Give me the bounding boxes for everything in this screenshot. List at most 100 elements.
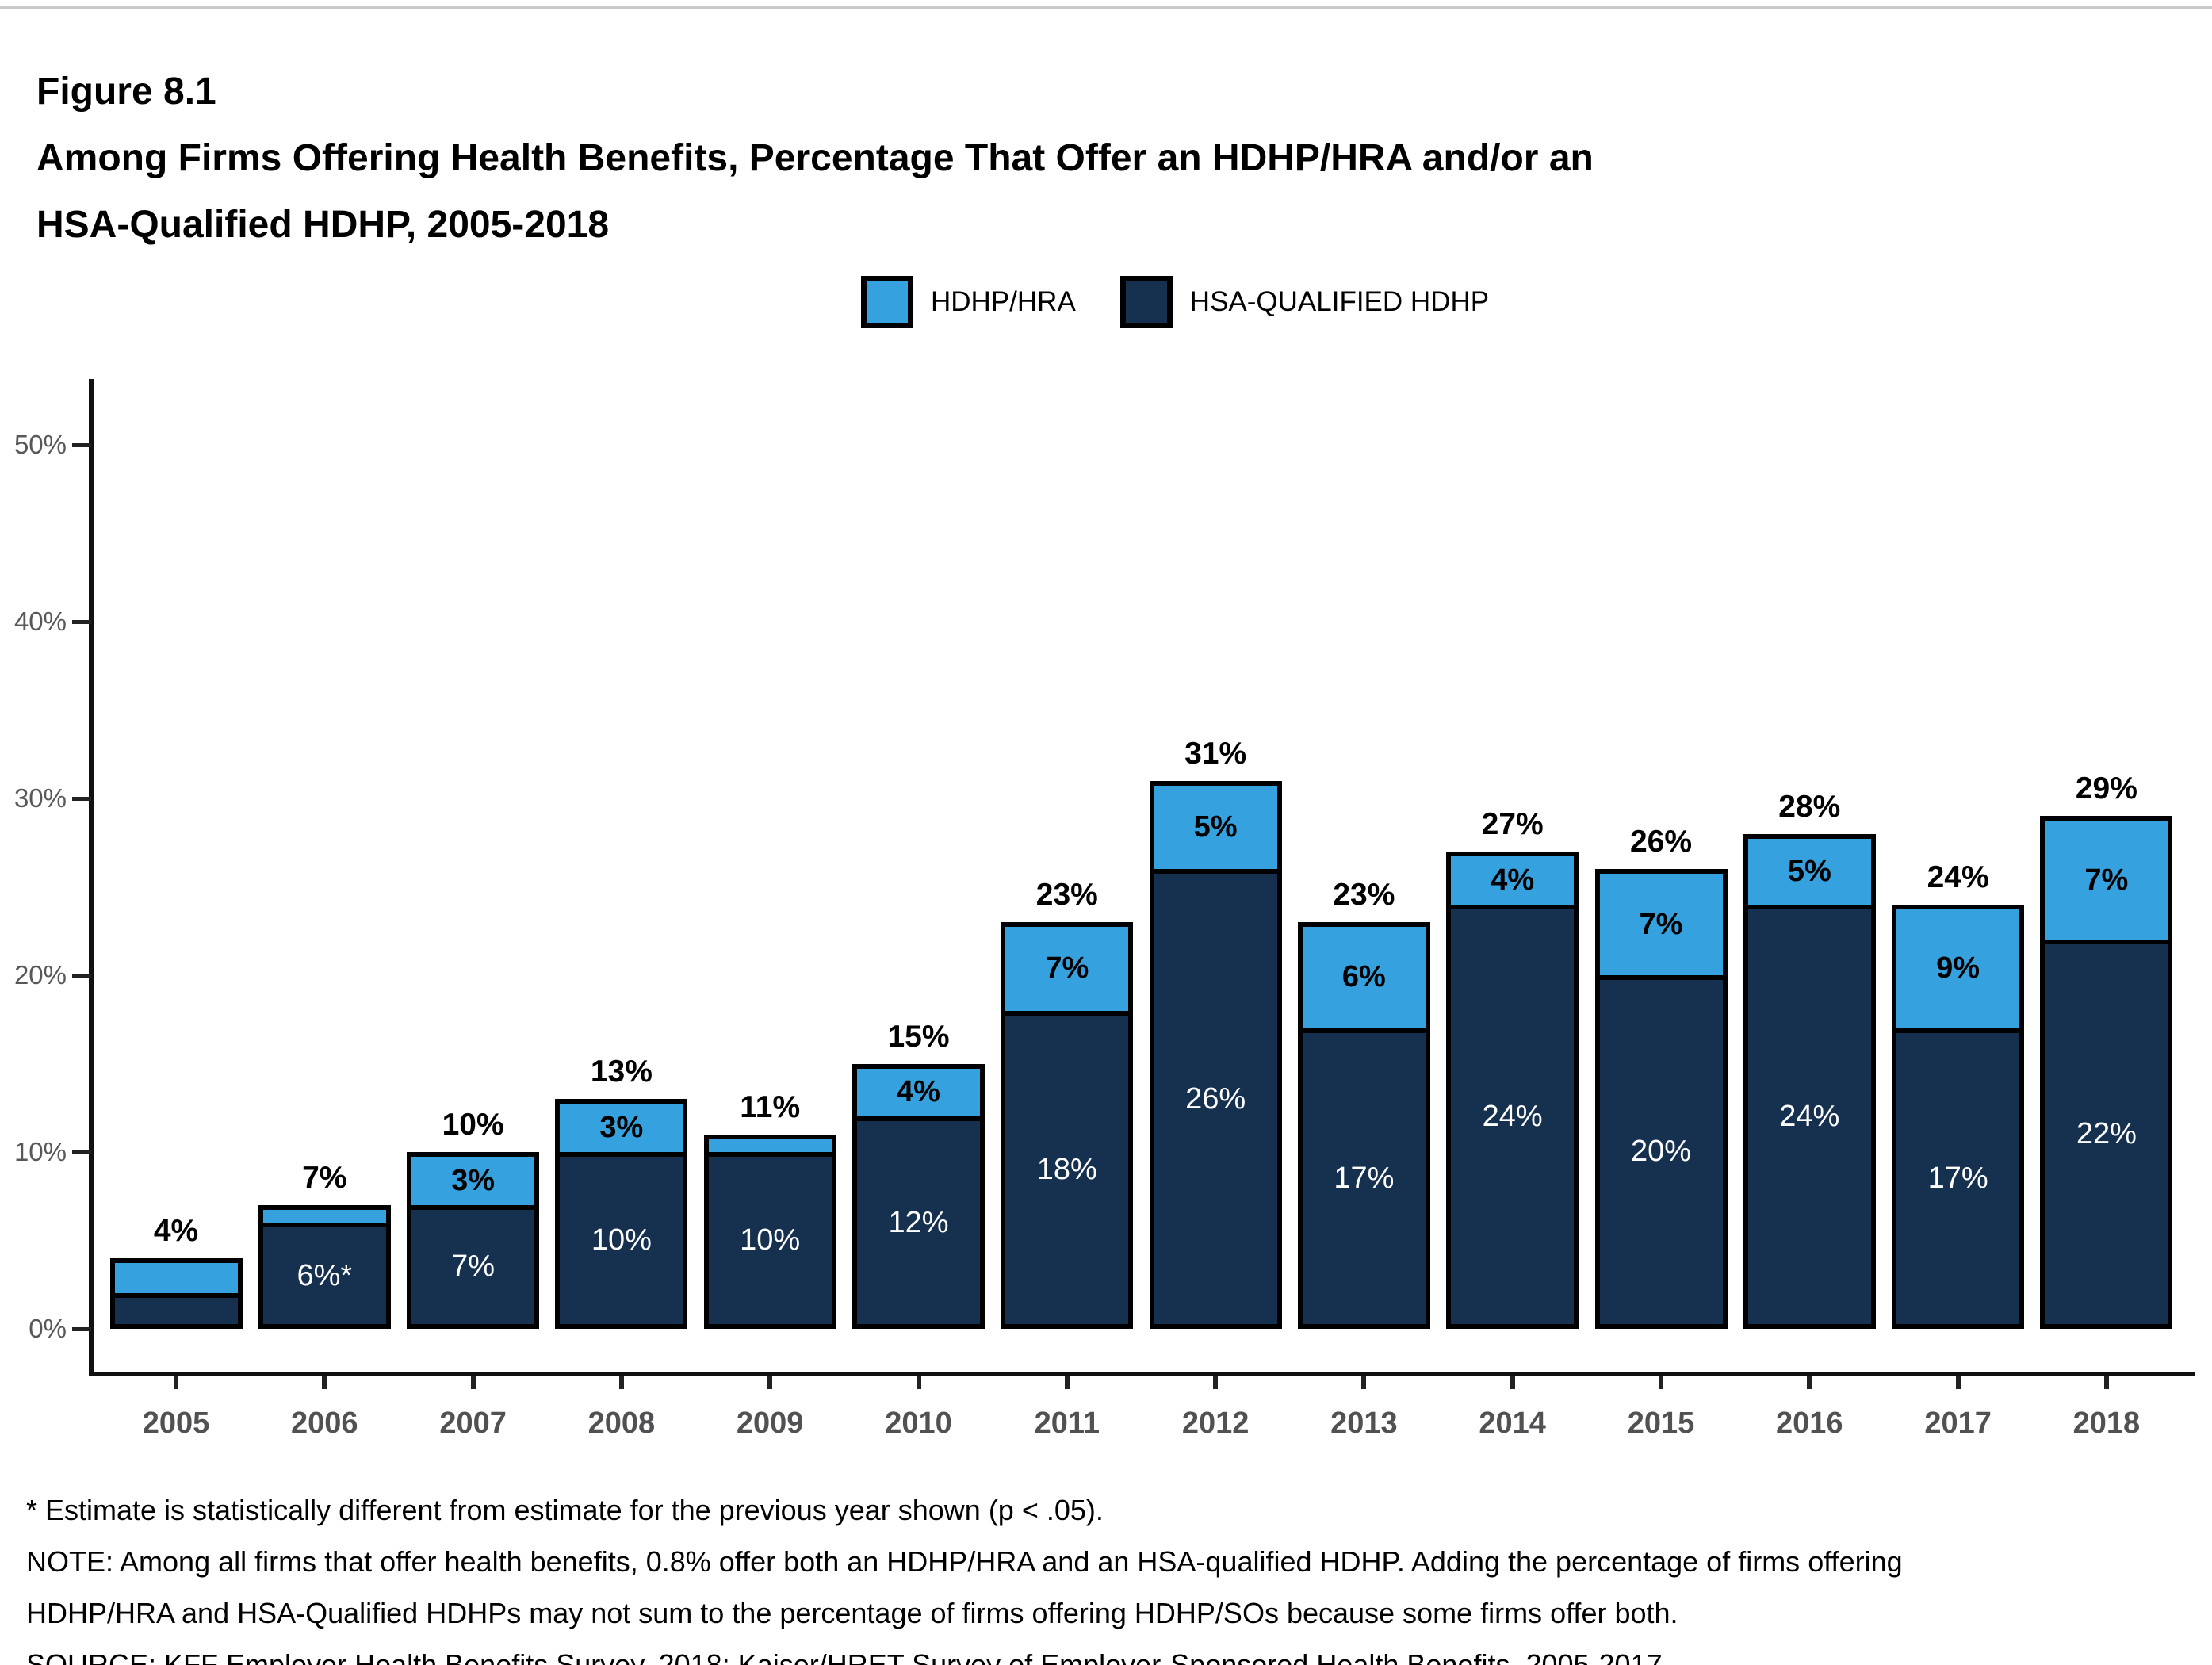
bar-segment-hdhp-hra: 5% xyxy=(1747,838,1871,909)
bar-segment-hsa-hdhp: 26% xyxy=(1154,874,1277,1324)
hsa-segment-label: 17% xyxy=(1927,1161,1988,1195)
bar-segment-hdhp-hra: 3% xyxy=(411,1157,535,1210)
hsa-segment-label: 26% xyxy=(1185,1081,1246,1116)
hra-segment-label: 7% xyxy=(1045,951,1089,986)
footnote-note-line2: HDHP/HRA and HSA-Qualified HDHPs may not… xyxy=(26,1597,1678,1629)
bar-total-label: 28% xyxy=(1778,789,1841,824)
bar-segment-hsa-hdhp: 22% xyxy=(2045,944,2168,1324)
x-axis-tick xyxy=(1361,1376,1367,1389)
stacked-bar-2013: 6% 17% xyxy=(1297,922,1430,1329)
footnote-source: SOURCE: KFF Employer Health Benefits Sur… xyxy=(26,1648,1663,1665)
stacked-bar-2018: 7% 22% xyxy=(2040,816,2173,1329)
y-axis-tick-label: 40% xyxy=(13,607,67,636)
bar-segment-hsa-hdhp: 10% xyxy=(709,1157,832,1324)
page-title-line2: HSA-Qualified HDHP, 2005-2018 xyxy=(36,204,610,246)
y-axis-tick-label: 0% xyxy=(29,1314,67,1343)
y-axis-tick-label: 30% xyxy=(13,783,67,813)
y-axis-tick xyxy=(72,797,91,801)
hra-segment-label: 3% xyxy=(599,1111,644,1145)
x-axis-tick xyxy=(916,1376,921,1389)
stacked-bar-2008: 3% 10% xyxy=(555,1099,688,1329)
hsa-segment-label: 6%* xyxy=(297,1258,353,1292)
x-axis-year-label: 2014 xyxy=(1479,1407,1546,1440)
bar-segment-hdhp-hra: 5% xyxy=(1154,785,1277,875)
chart-legend: HDHP/HRA HSA-QUALIFIED HDHP xyxy=(861,276,1489,328)
x-axis-year-label: 2016 xyxy=(1776,1407,1843,1440)
y-axis-line xyxy=(89,379,94,1376)
bar-segment-hdhp-hra xyxy=(708,1139,832,1157)
x-axis-tick xyxy=(322,1376,327,1389)
bar-segment-hsa-hdhp: 17% xyxy=(1896,1033,2019,1324)
figure-title-block: Figure 8.1 Among Firms Offering Health B… xyxy=(36,59,1594,258)
x-axis-tick xyxy=(174,1376,178,1389)
x-axis-year-label: 2009 xyxy=(736,1407,804,1440)
x-axis-year-label: 2013 xyxy=(1330,1407,1398,1440)
stacked-bar-2010: 4% 12% xyxy=(852,1063,985,1329)
bar-segment-hdhp-hra xyxy=(114,1262,238,1299)
stacked-bar-2012: 5% 26% xyxy=(1149,780,1282,1329)
bar-total-label: 23% xyxy=(1333,878,1395,913)
hra-segment-label: 7% xyxy=(2084,863,2129,897)
x-axis-year-label: 2012 xyxy=(1181,1407,1250,1440)
bar-segment-hsa-hdhp: 24% xyxy=(1451,909,1574,1324)
bar-total-label: 27% xyxy=(1481,806,1544,841)
bar-total-label: 26% xyxy=(1629,825,1693,859)
legend-item-hdhp-hra: HDHP/HRA xyxy=(861,276,1076,328)
x-axis-tick xyxy=(767,1376,773,1389)
bar-segment-hdhp-hra: 9% xyxy=(1896,909,2020,1033)
bar-segment-hdhp-hra: 7% xyxy=(2045,821,2168,945)
hsa-segment-label: 18% xyxy=(1036,1152,1097,1186)
x-axis-year-label: 2008 xyxy=(587,1407,656,1440)
stacked-bar-2007: 3% 7% xyxy=(407,1152,540,1329)
bar-total-label: 13% xyxy=(590,1054,653,1089)
stacked-bar-2014: 4% 24% xyxy=(1446,851,1579,1329)
bar-segment-hsa-hdhp: 17% xyxy=(1303,1033,1426,1324)
x-axis-tick xyxy=(1955,1376,1961,1389)
bar-segment-hdhp-hra: 3% xyxy=(560,1104,683,1157)
hra-segment-label: 4% xyxy=(897,1075,940,1109)
legend-label-hsa-hdhp: HSA-QUALIFIED HDHP xyxy=(1189,286,1490,317)
legend-swatch-hdhp-hra xyxy=(861,276,913,328)
stacked-bar-2015: 7% 20% xyxy=(1594,869,1728,1329)
footnote-note-line1: NOTE: Among all firms that offer health … xyxy=(26,1545,1903,1578)
x-axis-tick xyxy=(470,1376,476,1389)
hra-segment-label: 4% xyxy=(1491,863,1535,897)
y-axis-tick xyxy=(72,443,91,447)
hra-segment-label: 6% xyxy=(1341,960,1386,994)
x-axis-tick xyxy=(1064,1376,1070,1389)
bar-total-label: 24% xyxy=(1927,859,1989,894)
bar-total-label: 7% xyxy=(302,1160,347,1195)
x-axis-year-label: 2010 xyxy=(885,1407,952,1440)
bar-total-label: 15% xyxy=(887,1019,950,1054)
footnote-asterisk: * Estimate is statistically different fr… xyxy=(26,1494,1104,1526)
y-axis-tick-label: 50% xyxy=(13,430,67,459)
hra-segment-label: 5% xyxy=(1787,854,1831,888)
hra-segment-label: 9% xyxy=(1936,951,1980,986)
bar-segment-hdhp-hra xyxy=(262,1209,386,1228)
bar-total-label: 10% xyxy=(442,1108,504,1142)
y-axis-tick xyxy=(72,1327,91,1331)
bar-segment-hdhp-hra: 7% xyxy=(1005,927,1129,1016)
hsa-segment-label: 24% xyxy=(1779,1099,1840,1133)
footnotes-block: * Estimate is statistically different fr… xyxy=(26,1484,1903,1665)
hra-segment-label: 5% xyxy=(1193,810,1238,844)
bar-segment-hsa-hdhp xyxy=(115,1298,238,1324)
legend-label-hdhp-hra: HDHP/HRA xyxy=(931,286,1076,317)
bar-segment-hsa-hdhp: 20% xyxy=(1600,980,1723,1324)
bar-segment-hsa-hdhp: 10% xyxy=(560,1157,683,1324)
bar-segment-hsa-hdhp: 24% xyxy=(1748,909,1871,1324)
bar-total-label: 11% xyxy=(740,1089,801,1124)
bar-total-label: 29% xyxy=(2075,771,2137,806)
bar-segment-hdhp-hra: 4% xyxy=(857,1068,980,1122)
hsa-segment-label: 7% xyxy=(451,1250,496,1284)
y-axis-tick-label: 10% xyxy=(13,1137,67,1166)
y-axis-tick xyxy=(72,1150,91,1154)
bar-segment-hsa-hdhp: 6%* xyxy=(263,1227,386,1324)
bar-segment-hsa-hdhp: 18% xyxy=(1005,1016,1128,1324)
stacked-bar-2006: 6%* xyxy=(258,1204,391,1329)
y-axis-tick-label: 20% xyxy=(13,960,67,989)
x-axis-tick xyxy=(1807,1376,1812,1389)
x-axis-year-label: 2017 xyxy=(1924,1407,1992,1440)
bar-segment-hdhp-hra: 7% xyxy=(1599,874,1723,980)
